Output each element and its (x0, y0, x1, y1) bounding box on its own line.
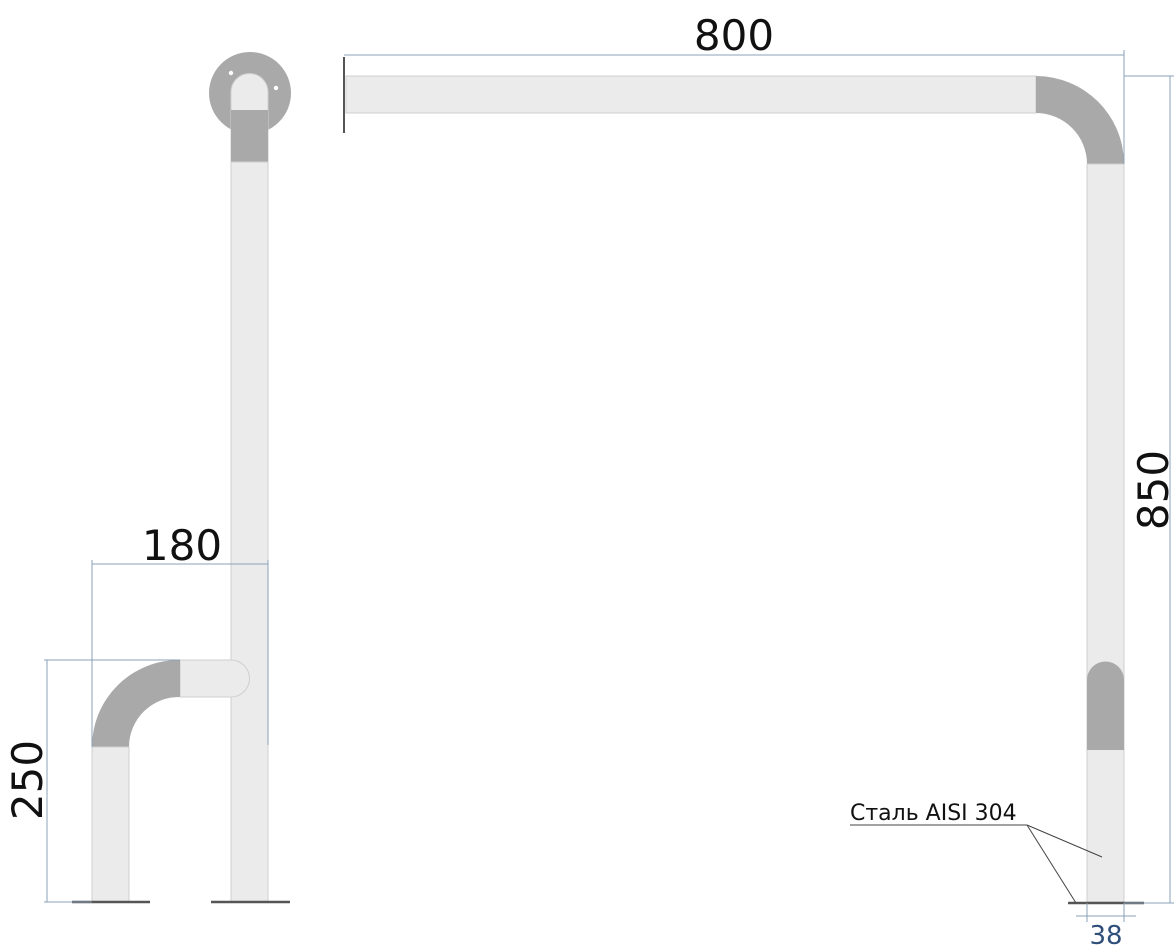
top-rail-tube (345, 75, 1037, 114)
material-leader (850, 824, 1103, 904)
dim-180-label: 180 (142, 521, 222, 570)
dim-38-label: 38 (1089, 921, 1122, 947)
dim-800-label: 800 (694, 11, 774, 60)
right-post-tube (1086, 163, 1125, 903)
dimension-lines (44, 50, 1174, 922)
left-post (209, 52, 291, 904)
left-support-leg (72, 659, 250, 904)
top-right-bend (1036, 76, 1124, 164)
material-note: Сталь AISI 304 (850, 801, 1017, 826)
left-post-bend-segment (231, 110, 268, 162)
dim-250-label: 250 (3, 740, 52, 820)
flange-screw-2 (273, 85, 279, 91)
support-horizontal-tube (179, 659, 250, 698)
top-rail (343, 57, 1124, 164)
right-post (1068, 163, 1144, 905)
support-bend (92, 659, 180, 747)
left-post-tube (230, 161, 269, 903)
support-vertical-tube (91, 746, 130, 903)
dim-850-label: 850 (1129, 450, 1174, 530)
flange-screw-1 (228, 70, 234, 76)
right-post-insert (1087, 661, 1124, 750)
